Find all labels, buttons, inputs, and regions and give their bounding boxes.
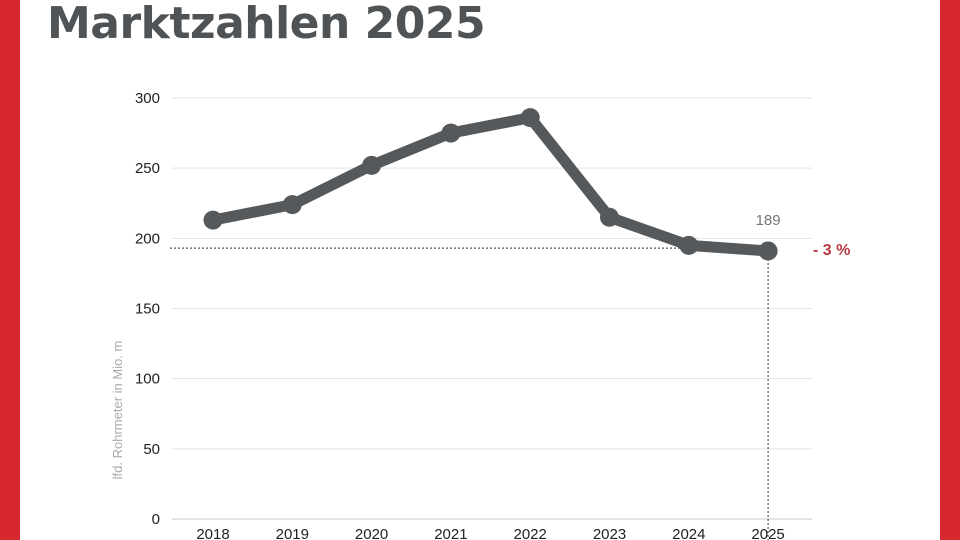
chart-title: Marktzahlen 2025 <box>47 0 486 49</box>
data-point-2020 <box>362 155 382 175</box>
x-tick-2021: 2021 <box>434 526 467 540</box>
x-tick-2024: 2024 <box>672 526 705 540</box>
y-tick-100: 100 <box>135 371 160 388</box>
y-tick-250: 250 <box>135 160 160 177</box>
y-tick-150: 150 <box>135 301 160 318</box>
x-tick-2025: 2025 <box>751 526 784 540</box>
y-tick-200: 200 <box>135 230 160 247</box>
data-point-2022 <box>520 108 540 128</box>
change-label: - 3 % <box>813 242 850 259</box>
series-line <box>207 112 774 257</box>
data-point-2018 <box>203 210 223 230</box>
y-tick-300: 300 <box>135 90 160 107</box>
data-point-2024 <box>679 235 699 255</box>
y-tick-50: 50 <box>143 441 160 458</box>
last-value-label: 189 <box>756 212 781 229</box>
data-points <box>203 108 778 261</box>
x-tick-2019: 2019 <box>276 526 309 540</box>
y-axis-ticks: 0 50 100 150 200 250 300 <box>135 90 160 528</box>
y-axis-label: lfd. Rohrmeter in Mio. m <box>110 341 125 480</box>
series-line-group <box>207 112 774 257</box>
x-tick-2023: 2023 <box>593 526 626 540</box>
gridlines <box>172 97 812 520</box>
data-point-2019 <box>282 195 302 215</box>
data-point-2023 <box>600 207 619 227</box>
x-tick-2020: 2020 <box>355 526 388 540</box>
x-tick-2018: 2018 <box>196 526 229 540</box>
x-tick-2022: 2022 <box>514 526 547 540</box>
data-point-2021 <box>441 123 461 143</box>
data-point-2025 <box>758 241 778 261</box>
x-axis-ticks: 2018 2019 2020 2021 2022 2023 2024 2025 <box>196 526 784 540</box>
y-tick-0: 0 <box>152 511 160 528</box>
reference-lines <box>170 247 769 540</box>
